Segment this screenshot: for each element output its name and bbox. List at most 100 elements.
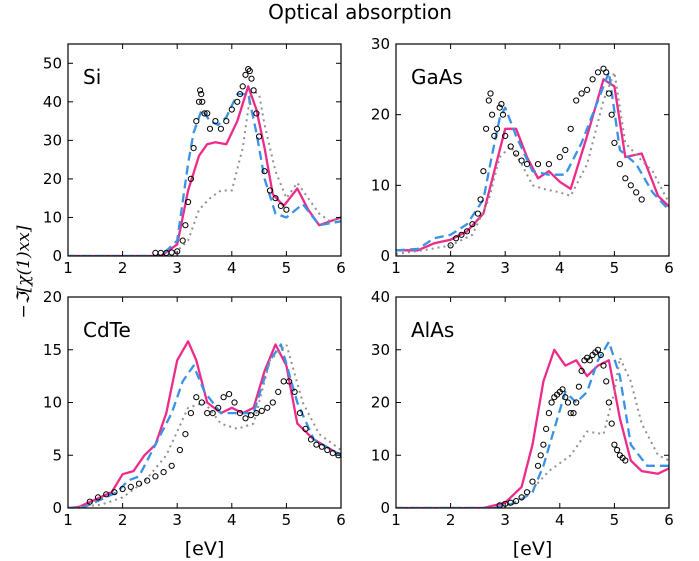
data-point	[529, 478, 536, 485]
data-point	[487, 90, 494, 97]
x-tick-label: 5	[610, 259, 620, 277]
data-point	[206, 125, 214, 132]
series-line-pink-solid	[68, 85, 341, 256]
data-point	[469, 221, 476, 228]
x-tick-label: 6	[664, 259, 674, 277]
x-tick-label: 2	[446, 259, 456, 277]
y-tick-label: 30	[43, 131, 62, 149]
y-tick-label: 30	[371, 341, 390, 359]
panel-alas: 1 2 3 4 5 6 0 10 20 30 40 AlAs [eV]	[371, 288, 674, 560]
data-point	[480, 168, 487, 175]
axes-frame	[395, 43, 670, 257]
data-point	[600, 362, 607, 369]
data-point	[499, 111, 507, 118]
data-point	[86, 498, 93, 505]
data-point	[223, 118, 230, 125]
series-line-pink-solid	[396, 348, 669, 508]
data-point	[608, 111, 615, 118]
data-point	[201, 110, 208, 117]
data-point	[239, 83, 246, 90]
data-point	[447, 242, 454, 249]
panel-label: GaAs	[411, 65, 463, 89]
data-point	[605, 90, 613, 97]
data-point	[242, 71, 249, 78]
data-point	[198, 91, 205, 98]
x-tick-label: 5	[610, 511, 620, 529]
data-point	[280, 378, 287, 385]
data-point	[261, 168, 268, 175]
data-point	[559, 386, 566, 393]
y-tick-label: 0	[52, 247, 62, 265]
data-point	[272, 195, 279, 202]
data-point	[545, 161, 553, 168]
data-point	[198, 399, 205, 406]
data-point	[231, 399, 238, 406]
data-point	[269, 399, 276, 406]
data-point	[296, 410, 304, 417]
plot-area	[396, 65, 669, 255]
data-point	[603, 69, 610, 76]
data-point	[523, 489, 531, 496]
y-tick-label: 40	[43, 93, 62, 111]
data-point	[463, 228, 471, 235]
series-measured	[86, 378, 341, 505]
data-point	[152, 473, 159, 480]
data-point	[513, 498, 520, 505]
data-point	[250, 87, 257, 94]
data-point	[540, 441, 547, 448]
data-point	[204, 110, 211, 117]
data-point	[496, 104, 503, 111]
x-tick-label: 3	[172, 511, 182, 529]
y-axis-label: −ℑ[χ(1)xx]	[14, 225, 34, 318]
data-point	[622, 457, 629, 464]
data-point	[564, 399, 572, 406]
data-point	[209, 410, 216, 417]
data-point	[245, 66, 252, 73]
data-point	[518, 157, 525, 164]
data-point	[498, 101, 505, 108]
panel-si: 1 2 3 4 5 6 0 10 20 30 40 50 Si	[43, 43, 346, 277]
y-tick-label: 10	[43, 208, 62, 226]
x-tick-label: 4	[227, 511, 237, 529]
data-point	[199, 98, 206, 105]
data-point	[611, 441, 618, 448]
y-tick-label: 20	[43, 288, 62, 306]
data-point	[152, 249, 159, 256]
series-measured	[496, 346, 629, 508]
x-tick-label: 6	[336, 511, 346, 529]
panel-gaas: 1 2 3 4 5 6 0 10 20 30 GaAs	[371, 35, 674, 277]
plot-area	[396, 340, 669, 508]
data-point	[575, 383, 583, 390]
data-point	[204, 410, 211, 417]
data-point	[307, 436, 315, 443]
data-point	[489, 111, 496, 118]
data-point	[266, 187, 274, 194]
data-point	[220, 394, 227, 401]
x-tick-label: 2	[446, 511, 456, 529]
data-point	[543, 425, 550, 432]
panel-label: Si	[83, 65, 101, 89]
data-point	[548, 399, 555, 406]
data-point	[103, 491, 110, 498]
data-point	[234, 98, 241, 105]
data-point	[474, 210, 481, 217]
data-point	[193, 394, 200, 401]
data-point	[324, 446, 331, 454]
data-point	[185, 198, 192, 206]
x-tick-label: 1	[391, 511, 401, 529]
data-point	[562, 394, 569, 401]
data-point	[176, 446, 183, 454]
data-point	[485, 97, 492, 104]
x-tick-label: 1	[63, 259, 73, 277]
x-tick-label: 4	[555, 259, 565, 277]
y-tick-label: 10	[43, 394, 62, 412]
data-point	[600, 65, 607, 72]
data-point	[215, 404, 222, 411]
y-tick-label: 20	[371, 394, 390, 412]
data-point	[187, 175, 194, 182]
data-point	[594, 346, 602, 353]
data-point	[523, 161, 531, 168]
data-point	[627, 182, 634, 189]
data-point	[589, 76, 596, 83]
